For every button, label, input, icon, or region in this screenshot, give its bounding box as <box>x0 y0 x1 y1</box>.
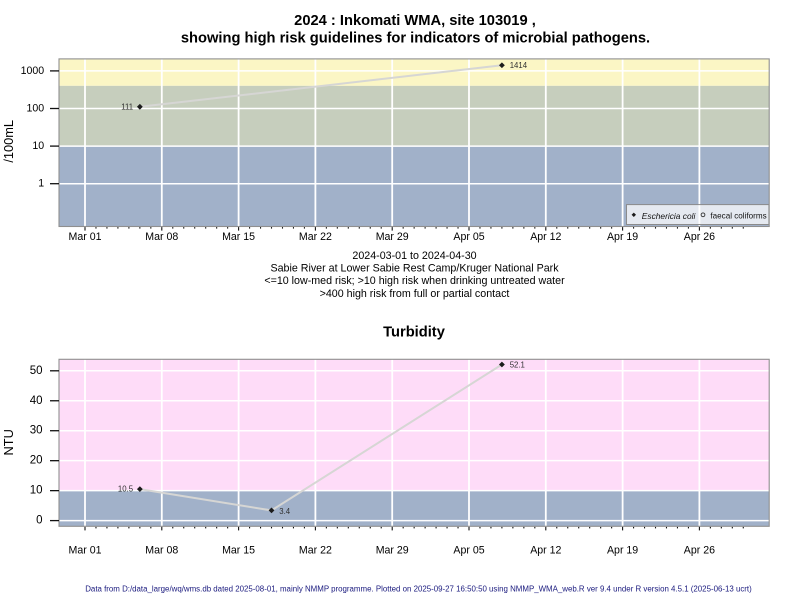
svg-text:Mar 15: Mar 15 <box>222 231 255 243</box>
svg-text:Apr 26: Apr 26 <box>684 231 715 243</box>
svg-text:Sabie River at Lower Sabie Res: Sabie River at Lower Sabie Rest Camp/Kru… <box>270 263 559 275</box>
svg-text:faecal coliforms: faecal coliforms <box>710 211 766 220</box>
svg-text:/100mL: /100mL <box>1 120 16 163</box>
svg-text:2024-03-01 to 2024-04-30: 2024-03-01 to 2024-04-30 <box>352 250 476 262</box>
svg-text:<=10 low-med risk; >10 high ri: <=10 low-med risk; >10 high risk when dr… <box>264 275 565 287</box>
svg-text:Mar 22: Mar 22 <box>299 231 332 243</box>
svg-text:NTU: NTU <box>1 429 16 455</box>
svg-text:52.1: 52.1 <box>510 360 525 369</box>
svg-text:Apr 26: Apr 26 <box>684 544 715 556</box>
svg-text:showing high risk guidelines f: showing high risk guidelines for indicat… <box>181 31 650 47</box>
svg-text:20: 20 <box>30 455 43 467</box>
svg-text:100: 100 <box>27 103 45 115</box>
svg-text:Apr 19: Apr 19 <box>607 544 638 556</box>
svg-text:Mar 29: Mar 29 <box>376 544 409 556</box>
svg-text:>400 high risk from full or pa: >400 high risk from full or partial cont… <box>320 288 510 300</box>
svg-text:Turbidity: Turbidity <box>383 324 446 340</box>
svg-text:Apr 19: Apr 19 <box>607 231 638 243</box>
svg-text:1: 1 <box>38 178 44 190</box>
svg-text:Apr 12: Apr 12 <box>530 544 561 556</box>
svg-text:Mar 29: Mar 29 <box>376 231 409 243</box>
svg-text:10.5: 10.5 <box>118 485 134 494</box>
svg-text:Eschericia coli: Eschericia coli <box>642 211 697 221</box>
svg-text:30: 30 <box>30 425 43 437</box>
svg-text:40: 40 <box>30 395 43 407</box>
svg-text:50: 50 <box>30 365 43 377</box>
svg-text:Mar 08: Mar 08 <box>145 544 178 556</box>
svg-text:10: 10 <box>32 140 44 152</box>
svg-text:Apr 05: Apr 05 <box>453 231 484 243</box>
svg-text:10: 10 <box>30 485 43 497</box>
svg-text:Apr 12: Apr 12 <box>530 231 561 243</box>
svg-text:Mar 15: Mar 15 <box>222 544 255 556</box>
svg-text:0: 0 <box>36 515 42 527</box>
svg-text:Mar 01: Mar 01 <box>69 231 102 243</box>
svg-text:2024 : Inkomati WMA, site 1030: 2024 : Inkomati WMA, site 103019 , <box>294 13 536 29</box>
svg-text:Data from D:/data_large/wq/wms: Data from D:/data_large/wq/wms.db dated … <box>85 585 752 594</box>
svg-text:Mar 08: Mar 08 <box>145 231 178 243</box>
svg-text:1000: 1000 <box>21 65 45 77</box>
svg-text:1414: 1414 <box>510 61 528 70</box>
svg-text:3.4: 3.4 <box>279 507 291 516</box>
svg-text:Apr 05: Apr 05 <box>453 544 484 556</box>
svg-text:Mar 22: Mar 22 <box>299 544 332 556</box>
svg-text:Mar 01: Mar 01 <box>69 544 102 556</box>
svg-text:111: 111 <box>121 102 133 111</box>
